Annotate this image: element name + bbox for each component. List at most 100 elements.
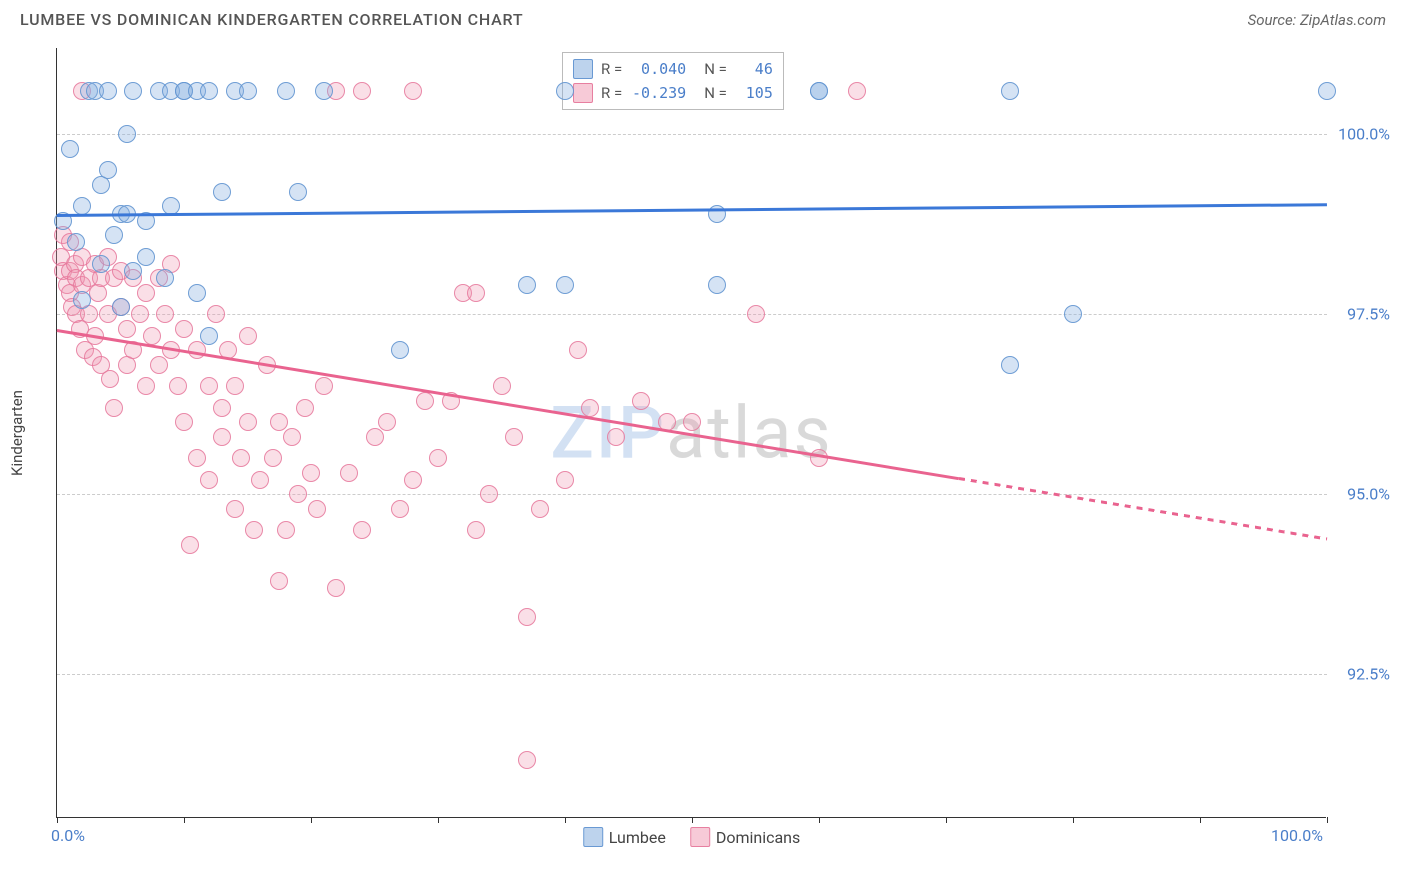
trend-line-dominicans-dash bbox=[958, 477, 1327, 540]
data-point-lumbee bbox=[315, 82, 333, 100]
legend-row-lumbee: R = 0.040 N = 46 bbox=[573, 57, 773, 81]
series-legend: Lumbee Dominicans bbox=[583, 827, 801, 847]
data-point-dominicans bbox=[308, 500, 326, 518]
data-point-dominicans bbox=[169, 377, 187, 395]
data-point-lumbee bbox=[156, 269, 174, 287]
data-point-dominicans bbox=[245, 521, 263, 539]
data-point-dominicans bbox=[207, 305, 225, 323]
data-point-dominicans bbox=[239, 413, 257, 431]
dominicans-r-value: -0.239 bbox=[630, 84, 686, 102]
data-point-dominicans bbox=[156, 305, 174, 323]
data-point-dominicans bbox=[480, 485, 498, 503]
n-label: N = bbox=[704, 60, 727, 78]
data-point-dominicans bbox=[175, 320, 193, 338]
data-point-lumbee bbox=[1001, 82, 1019, 100]
data-point-dominicans bbox=[493, 377, 511, 395]
data-point-dominicans bbox=[232, 449, 250, 467]
x-tick bbox=[819, 817, 820, 823]
data-point-lumbee bbox=[99, 82, 117, 100]
data-point-lumbee bbox=[118, 125, 136, 143]
data-point-dominicans bbox=[416, 392, 434, 410]
data-point-dominicans bbox=[810, 449, 828, 467]
data-point-dominicans bbox=[569, 341, 587, 359]
data-point-dominicans bbox=[556, 471, 574, 489]
plot-area: Kindergarten ZIPatlas R = 0.040 N = 46 R… bbox=[56, 48, 1326, 818]
data-point-dominicans bbox=[137, 284, 155, 302]
data-point-lumbee bbox=[200, 82, 218, 100]
data-point-dominicans bbox=[518, 751, 536, 769]
swatch-blue-icon bbox=[583, 827, 603, 847]
data-point-dominicans bbox=[251, 471, 269, 489]
data-point-dominicans bbox=[505, 428, 523, 446]
r-label: R = bbox=[601, 84, 622, 102]
data-point-lumbee bbox=[213, 183, 231, 201]
data-point-dominicans bbox=[101, 370, 119, 388]
data-point-dominicans bbox=[150, 356, 168, 374]
data-point-lumbee bbox=[556, 276, 574, 294]
data-point-dominicans bbox=[581, 399, 599, 417]
data-point-dominicans bbox=[264, 449, 282, 467]
source-attribution: Source: ZipAtlas.com bbox=[1248, 11, 1386, 29]
data-point-lumbee bbox=[708, 276, 726, 294]
legend-label: Lumbee bbox=[609, 828, 666, 847]
data-point-dominicans bbox=[270, 572, 288, 590]
data-point-dominicans bbox=[188, 449, 206, 467]
data-point-dominicans bbox=[747, 305, 765, 323]
data-point-lumbee bbox=[556, 82, 574, 100]
data-point-dominicans bbox=[327, 579, 345, 597]
y-tick-label: 92.5% bbox=[1347, 665, 1390, 684]
dominicans-n-value: 105 bbox=[735, 84, 773, 102]
data-point-dominicans bbox=[226, 500, 244, 518]
data-point-lumbee bbox=[1001, 356, 1019, 374]
y-tick-label: 97.5% bbox=[1347, 305, 1390, 324]
data-point-dominicans bbox=[213, 399, 231, 417]
data-point-dominicans bbox=[632, 392, 650, 410]
r-label: R = bbox=[601, 60, 622, 78]
data-point-lumbee bbox=[124, 82, 142, 100]
chart-title: LUMBEE VS DOMINICAN KINDERGARTEN CORRELA… bbox=[20, 10, 523, 29]
data-point-dominicans bbox=[315, 377, 333, 395]
n-label: N = bbox=[704, 84, 727, 102]
data-point-lumbee bbox=[518, 276, 536, 294]
data-point-dominicans bbox=[105, 399, 123, 417]
data-point-dominicans bbox=[429, 449, 447, 467]
legend-row-dominicans: R = -0.239 N = 105 bbox=[573, 81, 773, 105]
data-point-lumbee bbox=[810, 82, 828, 100]
data-point-dominicans bbox=[239, 327, 257, 345]
data-point-lumbee bbox=[277, 82, 295, 100]
data-point-dominicans bbox=[404, 82, 422, 100]
data-point-dominicans bbox=[366, 428, 384, 446]
x-tick-label: 0.0% bbox=[51, 826, 85, 845]
data-point-lumbee bbox=[188, 284, 206, 302]
x-tick bbox=[57, 817, 58, 823]
data-point-lumbee bbox=[112, 298, 130, 316]
x-tick bbox=[1200, 817, 1201, 823]
x-tick-label: 100.0% bbox=[1271, 826, 1323, 845]
data-point-dominicans bbox=[467, 284, 485, 302]
data-point-lumbee bbox=[99, 161, 117, 179]
data-point-dominicans bbox=[353, 82, 371, 100]
data-point-dominicans bbox=[302, 464, 320, 482]
correlation-legend: R = 0.040 N = 46 R = -0.239 N = 105 bbox=[562, 52, 784, 110]
data-point-lumbee bbox=[1318, 82, 1336, 100]
data-point-dominicans bbox=[391, 500, 409, 518]
data-point-lumbee bbox=[67, 233, 85, 251]
x-tick bbox=[1327, 817, 1328, 823]
data-point-lumbee bbox=[61, 140, 79, 158]
y-axis-label: Kindergarten bbox=[8, 390, 26, 476]
data-point-lumbee bbox=[200, 327, 218, 345]
data-point-dominicans bbox=[289, 485, 307, 503]
data-point-lumbee bbox=[289, 183, 307, 201]
data-point-lumbee bbox=[124, 262, 142, 280]
data-point-dominicans bbox=[518, 608, 536, 626]
data-point-dominicans bbox=[340, 464, 358, 482]
data-point-dominicans bbox=[213, 428, 231, 446]
y-tick-label: 100.0% bbox=[1338, 125, 1390, 144]
data-point-lumbee bbox=[105, 226, 123, 244]
data-point-dominicans bbox=[467, 521, 485, 539]
data-point-lumbee bbox=[391, 341, 409, 359]
gridline bbox=[57, 674, 1327, 675]
x-tick bbox=[692, 817, 693, 823]
data-point-dominicans bbox=[296, 399, 314, 417]
x-tick bbox=[565, 817, 566, 823]
